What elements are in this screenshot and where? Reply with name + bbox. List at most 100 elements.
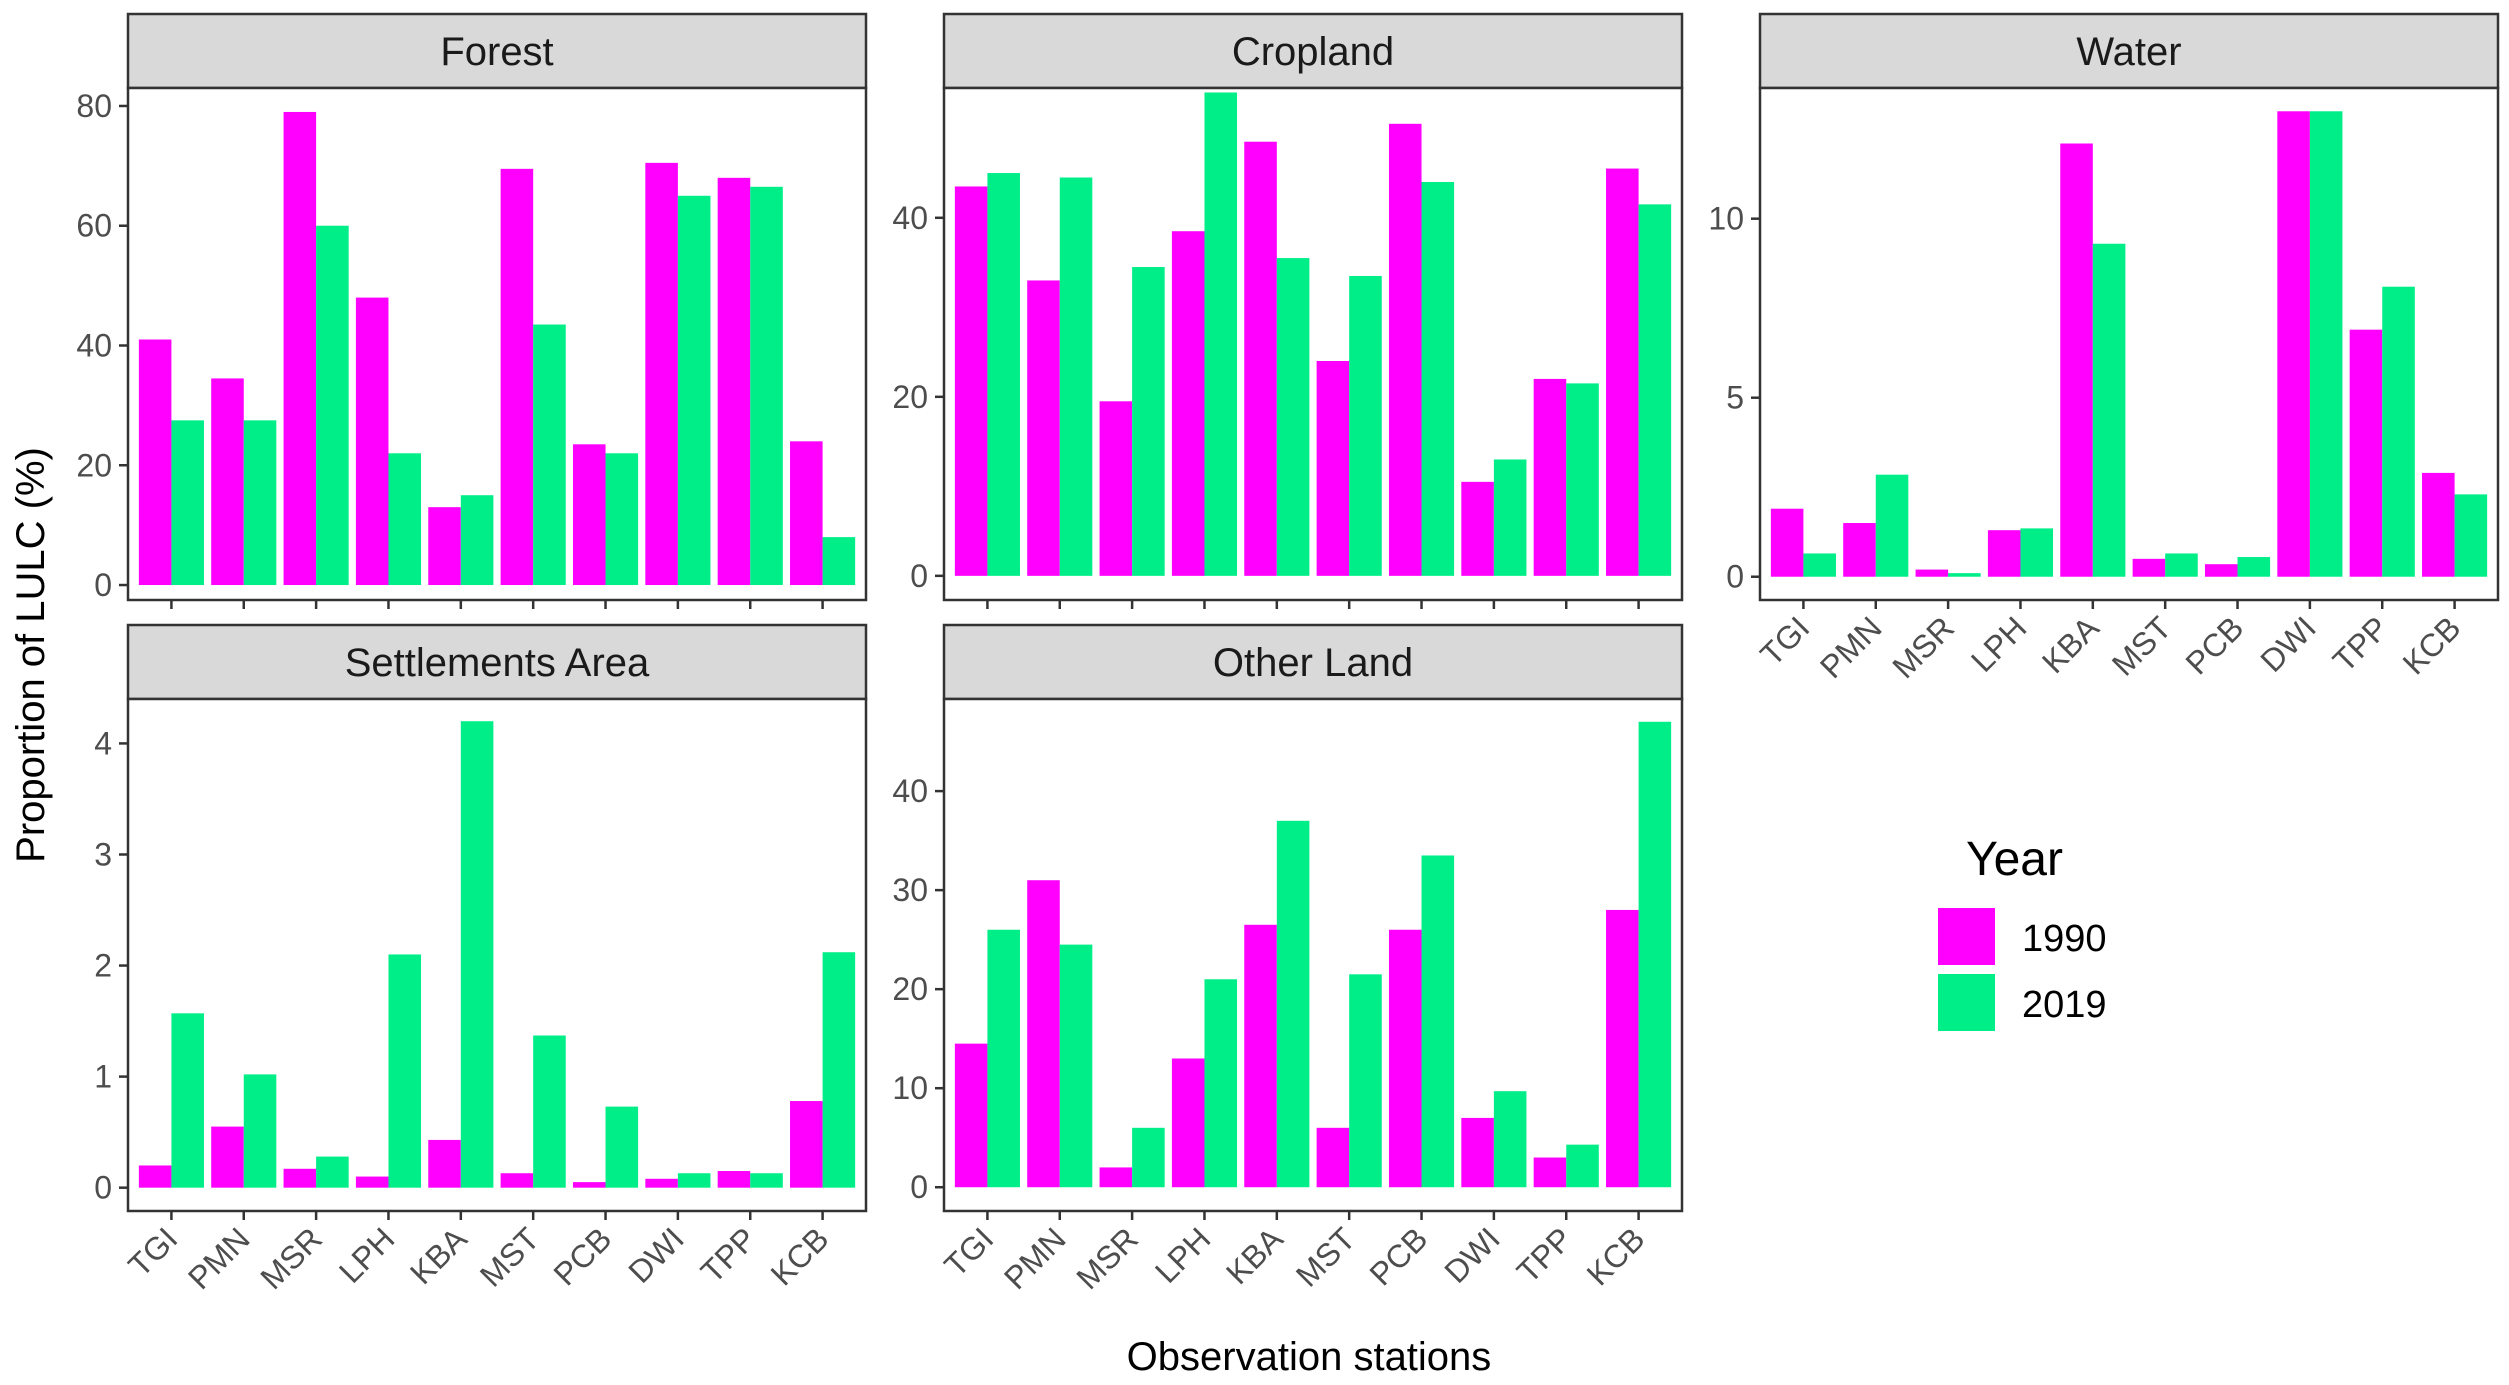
bar-cropland-dwi-2019 — [1493, 459, 1527, 576]
bar-other-land-pcb-2019 — [1421, 855, 1455, 1188]
bar-water-mst-2019 — [2165, 553, 2198, 577]
bar-cropland-pmn-2019 — [1059, 177, 1093, 576]
bar-settlements-area-tgi-1990 — [138, 1165, 172, 1188]
x-axis-title: Observation stations — [1127, 1335, 1492, 1379]
y-tick-label: 0 — [1726, 559, 1744, 595]
bar-other-land-pmn-2019 — [1059, 944, 1093, 1188]
bar-settlements-area-tpp-1990 — [717, 1171, 751, 1188]
bar-settlements-area-tgi-2019 — [171, 1013, 204, 1188]
bar-forest-lph-2019 — [388, 453, 422, 586]
x-tick-label: PCB — [2178, 609, 2250, 681]
bar-water-tpp-1990 — [2349, 329, 2383, 577]
facet-panels: Forest020406080Cropland02040Water0510TGI… — [76, 12, 2500, 1296]
panel-cropland: Cropland 0 20 40 — [892, 12, 1684, 609]
bar-water-pcb-1990 — [2204, 564, 2238, 577]
bar-water-pmn-2019 — [1875, 474, 1909, 577]
bar-forest-tpp-1990 — [717, 177, 751, 586]
bar-settlements-area-kba-2019 — [460, 721, 494, 1188]
bar-cropland-mst-2019 — [1349, 275, 1382, 576]
bar-forest-lph-1990 — [355, 297, 389, 586]
y-tick-label: 40 — [76, 327, 112, 363]
bar-cropland-dwi-1990 — [1461, 481, 1494, 576]
bar-settlements-area-tpp-2019 — [750, 1173, 783, 1188]
bar-settlements-area-mst-2019 — [533, 1035, 566, 1188]
bar-other-land-lph-2019 — [1204, 979, 1238, 1188]
x-tick-label: PMN — [997, 1220, 1073, 1296]
y-tick-label: 20 — [892, 379, 928, 415]
bar-forest-kba-2019 — [460, 495, 494, 586]
y-tick-label: 20 — [892, 971, 928, 1007]
bar-other-land-dwi-2019 — [1493, 1091, 1527, 1188]
bar-forest-tgi-1990 — [138, 339, 172, 586]
bar-forest-msr-2019 — [316, 225, 349, 586]
y-tick-label: 0 — [910, 1169, 928, 1205]
bar-forest-tpp-2019 — [750, 186, 783, 586]
bar-settlements-area-lph-2019 — [388, 954, 422, 1188]
bar-water-kba-2019 — [2092, 243, 2126, 577]
x-tick-label: MST — [1289, 1220, 1362, 1293]
bar-other-land-kba-2019 — [1276, 820, 1310, 1188]
x-tick-label: PCB — [546, 1220, 618, 1292]
bar-cropland-kcb-2019 — [1638, 204, 1672, 576]
y-tick-label: 1 — [94, 1059, 112, 1095]
bar-water-mst-1990 — [2132, 558, 2166, 577]
bar-other-land-kcb-2019 — [1638, 721, 1672, 1188]
x-tick-label: TPP — [694, 1220, 763, 1289]
bar-other-land-tpp-1990 — [1533, 1157, 1567, 1188]
bar-cropland-mst-1990 — [1316, 361, 1350, 576]
panel-strip — [126, 12, 868, 90]
bar-forest-tgi-2019 — [171, 420, 204, 586]
bar-settlements-area-kba-1990 — [428, 1139, 461, 1188]
bar-cropland-kba-2019 — [1276, 258, 1310, 576]
bar-water-tgi-1990 — [1770, 508, 1804, 577]
bar-other-land-dwi-1990 — [1461, 1117, 1494, 1188]
x-tick-label: LPH — [1964, 609, 2033, 678]
x-tick-label: DWI — [621, 1220, 690, 1289]
x-tick-label: TPP — [2326, 609, 2395, 678]
y-tick-label: 20 — [76, 447, 112, 483]
x-tick-label: MST — [2105, 609, 2178, 682]
bar-other-land-kcb-1990 — [1606, 909, 1639, 1188]
x-tick-label: MST — [473, 1220, 546, 1293]
x-tick-label: LPH — [332, 1220, 401, 1289]
x-tick-label: KCB — [2396, 609, 2468, 681]
bar-water-lph-1990 — [1987, 530, 2021, 577]
bar-cropland-pcb-1990 — [1388, 123, 1422, 576]
bar-settlements-area-kcb-2019 — [822, 952, 856, 1188]
x-tick-label: KCB — [764, 1220, 836, 1292]
y-tick-label: 40 — [892, 200, 928, 236]
bar-forest-pmn-1990 — [211, 378, 244, 586]
x-tick-label: KCB — [1580, 1220, 1652, 1292]
bar-forest-pmn-2019 — [243, 420, 277, 586]
y-tick-label: 10 — [1708, 201, 1744, 237]
y-axis-title: Proportion of LULC (%) — [9, 447, 53, 863]
x-tick-label: MSR — [1069, 1220, 1145, 1296]
x-tick-label: PCB — [1362, 1220, 1434, 1292]
bar-forest-kcb-2019 — [822, 537, 856, 586]
y-tick-label: 5 — [1726, 380, 1744, 416]
bar-other-land-kba-1990 — [1244, 924, 1277, 1188]
y-tick-label: 4 — [94, 725, 112, 761]
y-tick-label: 60 — [76, 208, 112, 244]
x-tick-label: KBA — [2035, 609, 2106, 680]
bar-water-pcb-2019 — [2237, 557, 2271, 577]
bar-cropland-tpp-1990 — [1533, 378, 1567, 576]
y-tick-label: 0 — [910, 558, 928, 594]
bar-other-land-tgi-2019 — [987, 929, 1020, 1188]
bar-water-pmn-1990 — [1843, 523, 1876, 577]
bar-cropland-lph-1990 — [1171, 231, 1205, 576]
legend-label-2019: 2019 — [2022, 984, 2107, 1026]
y-tick-label: 40 — [892, 773, 928, 809]
bar-other-land-msr-2019 — [1132, 1127, 1165, 1188]
bar-cropland-tgi-1990 — [954, 186, 988, 576]
y-tick-label: 10 — [892, 1070, 928, 1106]
bar-forest-pcb-1990 — [572, 444, 606, 586]
panel-title: Cropland — [1232, 30, 1394, 74]
bar-water-tgi-2019 — [1803, 553, 1836, 577]
legend-title: Year — [1966, 833, 2063, 886]
bar-water-msr-1990 — [1915, 569, 1949, 577]
bar-forest-mst-1990 — [500, 168, 534, 586]
bar-settlements-area-kcb-1990 — [790, 1101, 823, 1188]
panel-strip — [126, 623, 868, 701]
